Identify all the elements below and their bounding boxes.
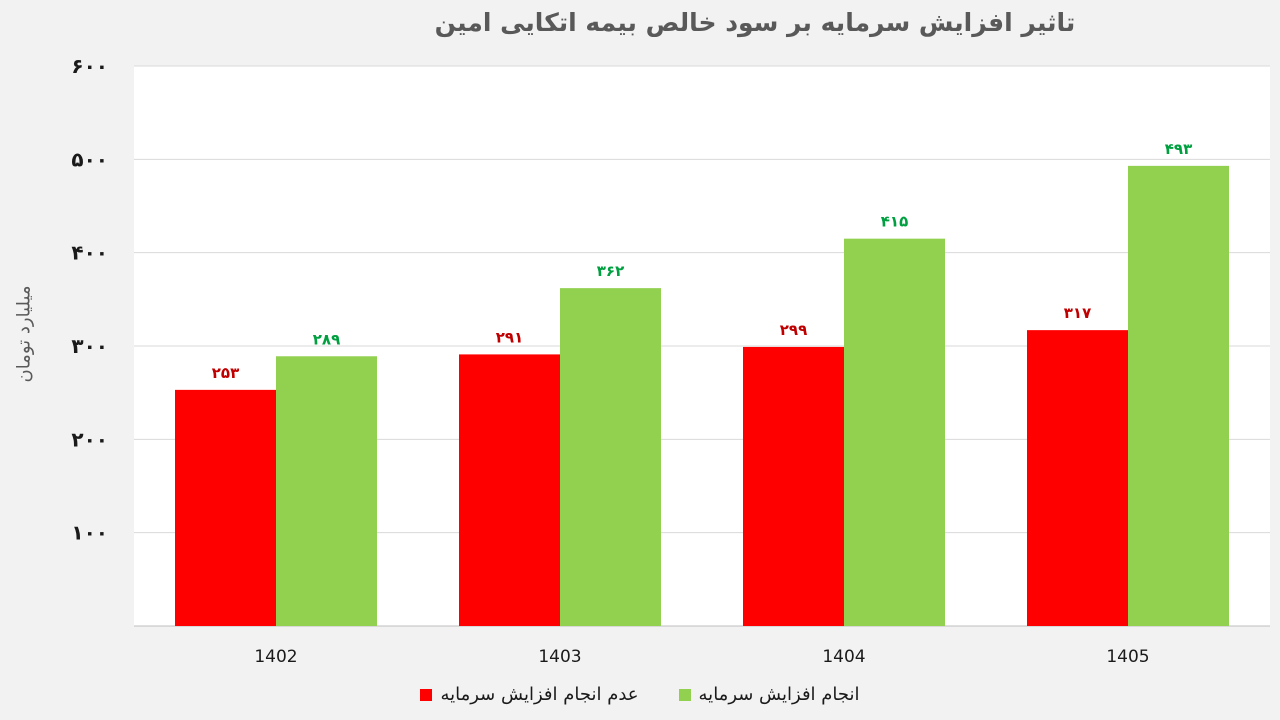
legend-label: انجام افزایش سرمایه [698,684,860,705]
y-tick-label: ۲۰۰ [71,427,108,451]
y-tick-label: ۴۰۰ [71,241,108,265]
bar [276,356,377,626]
data-label: ۴۹۳ [1165,140,1192,158]
legend-swatch [678,688,691,701]
bar [560,288,661,626]
x-tick-label: 1402 [254,647,297,667]
data-label: ۴۱۵ [881,213,908,231]
data-label: ۲۵۳ [212,364,239,382]
legend-swatch [420,688,433,701]
bar [844,238,945,626]
x-tick-label: 1405 [1106,647,1149,667]
data-label: ۲۹۱ [496,328,523,346]
y-tick-label: ۳۰۰ [71,334,108,358]
bar [1128,165,1229,626]
chart-title: تاثیر افزایش سرمایه بر سود خالص بیمه اتک… [434,8,1076,37]
data-label: ۲۸۹ [313,330,340,348]
y-tick-label: ۶۰۰ [71,54,108,78]
legend-item: عدم انجام افزایش سرمایه [420,684,639,705]
y-tick-label: ۱۰۰ [71,521,108,545]
data-label: ۳۶۲ [597,262,624,280]
data-label: ۲۹۹ [780,321,807,339]
legend-item: انجام افزایش سرمایه [678,684,860,705]
bar [175,389,276,626]
legend-label: عدم انجام افزایش سرمایه [440,684,639,705]
y-tick-label: ۵۰۰ [71,147,108,171]
data-label: ۳۱۷ [1064,304,1091,322]
bar [459,354,560,626]
bar [743,346,844,626]
x-tick-label: 1404 [822,647,865,667]
legend: عدم انجام افزایش سرمایه انجام افزایش سرما… [0,684,1280,705]
x-tick-label: 1403 [538,647,581,667]
bar [1027,330,1128,626]
